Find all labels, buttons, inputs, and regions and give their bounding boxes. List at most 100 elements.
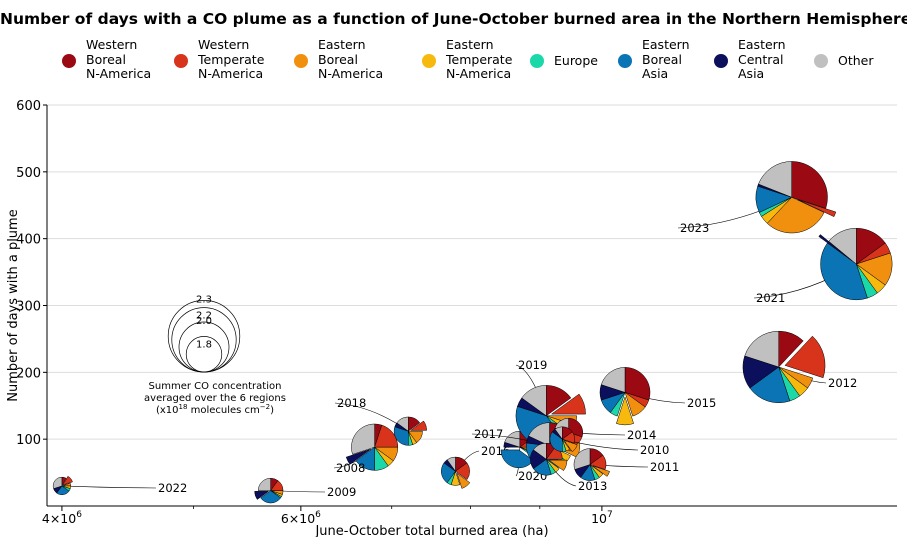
size-legend-value: 2.0 <box>196 316 212 327</box>
legend-swatch <box>618 54 632 68</box>
pie-slice <box>563 440 578 453</box>
x-tick-exponent: 6 <box>76 510 82 520</box>
year-label: 2021 <box>756 291 785 305</box>
legend-swatch <box>530 54 544 68</box>
x-tick-base: 10 <box>591 511 607 526</box>
y-tick-label: 200 <box>16 366 41 381</box>
size-legend-caption: Summer CO concentration <box>149 381 282 392</box>
pie-slice <box>758 161 792 198</box>
pie-slice <box>818 234 852 261</box>
pie-slice <box>784 335 826 379</box>
pie-slice <box>521 385 547 417</box>
pie-slice <box>749 366 791 403</box>
year-label: 2015 <box>687 396 716 410</box>
pie-slice <box>561 431 575 444</box>
pie-slice <box>254 491 270 500</box>
legend-swatch <box>62 54 76 68</box>
x-tick-label: 4×106 <box>42 510 82 526</box>
year-label: 2022 <box>158 481 187 495</box>
legend-label: Eastern Temperate N-America <box>446 37 513 81</box>
pie-2023: 2023 <box>677 161 837 235</box>
year-label: 2023 <box>680 221 709 235</box>
year-label: 2009 <box>327 485 356 499</box>
pie-slice <box>766 196 825 234</box>
pie-2009: 2009 <box>254 477 356 504</box>
y-tick-label: 500 <box>16 166 41 181</box>
pie-slice <box>446 456 456 473</box>
legend-label: Eastern Boreal Asia <box>642 37 690 81</box>
pie-slice <box>409 420 427 431</box>
year-label: 2014 <box>627 428 656 442</box>
pie-slice <box>592 465 610 477</box>
year-label: 2017 <box>474 427 503 441</box>
size-legend-value: 1.8 <box>196 339 212 350</box>
pie-slice <box>456 472 471 489</box>
y-tick-label: 600 <box>16 99 41 114</box>
year-label: 2008 <box>336 461 365 475</box>
size-legend-caption: averaged over the 6 regions <box>144 393 286 404</box>
pie-slice <box>549 431 563 452</box>
legend-swatch <box>294 54 308 68</box>
pie-slice <box>797 199 837 218</box>
pie-slice <box>533 442 547 460</box>
pie-slice <box>393 426 409 446</box>
legend-swatch <box>714 54 728 68</box>
pie-slice <box>355 446 375 471</box>
pie-slice <box>624 391 646 417</box>
year-label: 2018 <box>337 396 366 410</box>
legend-label: Western Boreal N-America <box>86 37 152 81</box>
year-label: 2012 <box>828 376 857 390</box>
legend-label: Eastern Central Asia <box>738 37 786 81</box>
pie-slice <box>455 462 470 480</box>
pie-slice <box>791 161 828 209</box>
legend-swatch <box>422 54 436 68</box>
pie-slice <box>573 448 591 470</box>
pie-slice <box>260 490 282 504</box>
pie-slice <box>624 367 651 401</box>
legend-swatch <box>174 54 188 68</box>
pie-2010: 2010 <box>549 426 669 457</box>
pie-slice <box>616 396 634 426</box>
x-tick-exponent: 6 <box>315 510 321 520</box>
pie-2008: 2008 <box>333 423 399 475</box>
legend-label: Western Temperate N-America <box>198 37 265 81</box>
pie-slice <box>257 477 271 491</box>
pie-slice <box>396 416 409 432</box>
pie-slice <box>52 476 63 489</box>
pie-2015: 2015 <box>599 367 716 426</box>
x-axis-label: June-October total burned area (ha) <box>314 524 548 537</box>
y-axis-label: Number of days with a plume <box>6 209 21 401</box>
year-label: 2010 <box>640 443 669 457</box>
pie-2022: 2022 <box>52 475 187 495</box>
pie-slice <box>550 393 586 415</box>
pie-slice <box>528 422 550 447</box>
year-label: 2019 <box>518 358 547 372</box>
legend-swatch <box>814 54 828 68</box>
pie-2016: 2016 <box>441 444 510 489</box>
pie-2011: 2011 <box>573 448 679 481</box>
pie-2021: 2021 <box>753 228 893 305</box>
pie-slice <box>744 330 779 368</box>
leader-line <box>61 485 157 489</box>
pie-slice <box>820 242 868 301</box>
y-tick-label: 400 <box>16 233 41 248</box>
legend-label: Europe <box>554 53 598 68</box>
x-tick-base: 6×10 <box>281 511 315 526</box>
size-legend-value: 2.2 <box>196 311 212 322</box>
size-legend-caption: (x1018 molecules cm−2) <box>156 403 274 416</box>
pie-2018: 2018 <box>334 396 427 446</box>
year-label: 2011 <box>650 460 679 474</box>
x-tick-label: 107 <box>591 510 613 526</box>
pie-slice <box>828 228 857 265</box>
y-tick-label: 300 <box>16 300 41 315</box>
pie-2012: 2012 <box>742 330 857 403</box>
x-tick-base: 4×10 <box>42 511 76 526</box>
year-label: 2013 <box>578 479 607 493</box>
y-tick-label: 100 <box>16 433 41 448</box>
pie-slice <box>62 475 73 486</box>
x-tick-label: 6×106 <box>281 510 321 526</box>
pie-slice <box>345 448 372 465</box>
pie-slice <box>548 459 568 471</box>
